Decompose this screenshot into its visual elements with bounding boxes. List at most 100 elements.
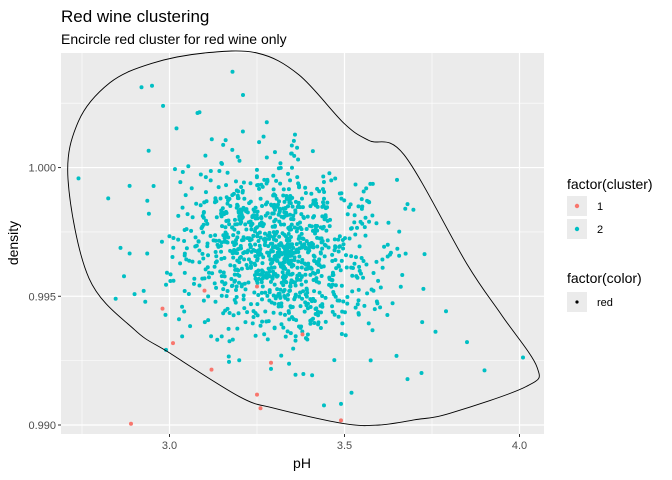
cluster-2-point <box>239 184 244 189</box>
cluster-2-point <box>300 296 305 301</box>
cluster-2-point <box>253 276 258 281</box>
cluster-2-point <box>339 283 344 288</box>
cluster-2-point <box>228 204 233 209</box>
cluster-2-point <box>223 234 228 239</box>
cluster-2-point <box>250 321 255 326</box>
cluster-2-point <box>146 211 151 216</box>
cluster-2-point <box>182 288 187 293</box>
cluster-2-point <box>325 200 330 205</box>
cluster-2-point <box>260 203 265 208</box>
cluster-2-point <box>248 181 253 186</box>
cluster-1-point <box>339 418 343 423</box>
cluster-2-point <box>304 286 309 291</box>
cluster-2-point <box>159 239 164 244</box>
cluster-2-point <box>118 245 123 250</box>
cluster-2-point <box>255 258 260 263</box>
cluster-2-point <box>229 276 234 281</box>
cluster-1-point <box>300 332 305 337</box>
cluster-2-point <box>279 322 284 327</box>
cluster-2-point <box>255 209 260 214</box>
cluster-2-point <box>223 138 228 143</box>
cluster-2-point <box>274 178 279 183</box>
cluster-2-point <box>241 92 245 97</box>
cluster-2-point <box>339 258 344 263</box>
cluster-2-point <box>127 183 132 188</box>
cluster-2-point <box>260 284 265 289</box>
cluster-2-point <box>299 196 304 201</box>
cluster-2-point <box>276 212 281 217</box>
cluster-2-point <box>234 267 239 272</box>
cluster-2-point <box>312 320 317 325</box>
cluster-2-point <box>223 209 228 214</box>
cluster-1-point <box>255 284 259 289</box>
cluster-2-point <box>420 320 425 325</box>
cluster-2-point <box>308 204 313 209</box>
cluster-2-point <box>253 242 258 247</box>
cluster-2-point <box>349 226 354 231</box>
cluster-2-point <box>312 214 317 219</box>
cluster-2-point <box>362 225 367 230</box>
cluster-2-point <box>323 319 328 324</box>
cluster-2-point <box>287 317 292 322</box>
cluster-2-point <box>289 217 294 222</box>
cluster-2-point <box>339 401 343 406</box>
cluster-2-point <box>258 323 263 328</box>
cluster-2-point <box>163 312 168 317</box>
cluster-2-point <box>247 201 252 206</box>
cluster-2-point <box>269 202 274 207</box>
cluster-2-point <box>189 186 194 191</box>
cluster-2-point <box>311 201 316 206</box>
cluster-2-point <box>326 245 331 250</box>
cluster-2-point <box>368 358 373 363</box>
cluster-2-point <box>242 306 247 311</box>
cluster-2-point <box>253 333 258 338</box>
y-tick-label: 1.000 <box>28 163 56 175</box>
cluster-2-point <box>282 199 287 204</box>
cluster-2-point <box>150 83 154 88</box>
cluster-2-point <box>317 257 322 262</box>
cluster-2-point <box>341 242 346 247</box>
cluster-2-point <box>370 213 375 218</box>
cluster-2-point <box>214 285 219 290</box>
cluster-2-point <box>222 274 227 279</box>
cluster-2-point <box>235 326 240 331</box>
cluster-2-point <box>248 260 253 265</box>
cluster-2-point <box>270 249 275 254</box>
cluster-2-point <box>176 237 181 242</box>
cluster-2-point <box>333 258 338 263</box>
cluster-2-point <box>363 215 368 220</box>
cluster-2-point <box>330 259 335 264</box>
cluster-2-point <box>286 171 291 176</box>
cluster-2-point <box>275 258 280 263</box>
cluster-2-point <box>338 268 343 273</box>
cluster-2-point <box>282 294 287 299</box>
cluster-2-point <box>259 215 264 220</box>
cluster-2-point <box>261 134 266 139</box>
cluster-2-point <box>234 295 239 300</box>
cluster-2-point <box>361 189 366 194</box>
cluster-2-point <box>255 302 260 307</box>
cluster-2-point <box>174 126 179 131</box>
cluster-2-point <box>341 246 346 251</box>
cluster-2-point <box>357 268 362 273</box>
cluster-2-point <box>341 299 346 304</box>
cluster-2-point <box>272 150 277 155</box>
cluster-2-point <box>252 229 257 234</box>
cluster-2-point <box>180 205 185 210</box>
cluster-2-point <box>241 297 246 302</box>
cluster-2-point <box>236 230 241 235</box>
cluster-2-point <box>167 234 172 239</box>
cluster-2-point <box>241 293 246 298</box>
cluster-2-point <box>213 238 218 243</box>
cluster-2-point <box>292 297 297 302</box>
cluster-2-point <box>205 241 210 246</box>
cluster-2-point <box>349 390 354 395</box>
cluster-2-point <box>267 250 272 255</box>
cluster-2-point <box>219 256 224 261</box>
cluster-1-point <box>269 360 273 365</box>
cluster-2-point <box>252 290 257 295</box>
cluster-2-point <box>266 253 271 258</box>
cluster-2-point <box>304 294 309 299</box>
cluster-2-point <box>289 305 294 310</box>
cluster-2-point <box>239 220 244 225</box>
